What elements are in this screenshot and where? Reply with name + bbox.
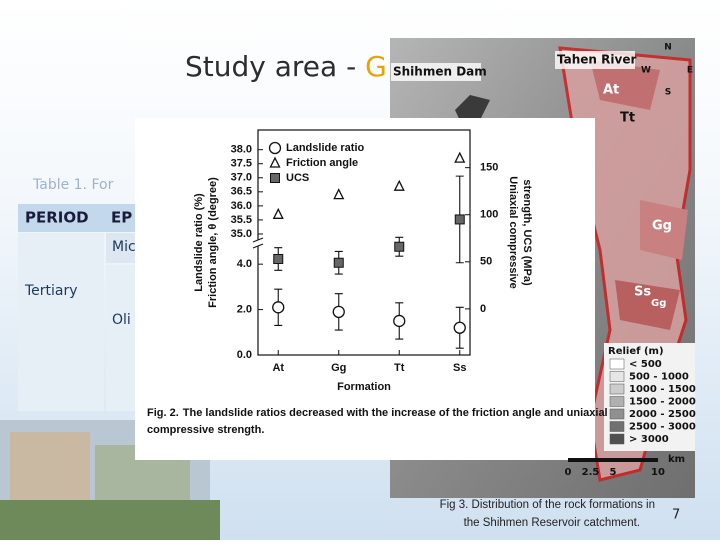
slide-title: Study area - G [185, 50, 387, 83]
data-point [333, 257, 344, 268]
compass-letter: S [665, 88, 671, 98]
figure-caption: Fig 3. Distribution of the rock formatio… [440, 499, 655, 511]
y-tick-label: 0.0 [237, 349, 252, 361]
scale-tick: 0 [565, 467, 572, 478]
data-point [333, 188, 345, 200]
y-tick-label: 38.0 [231, 144, 252, 156]
legend-marker [270, 173, 280, 183]
data-point [273, 253, 284, 264]
x-tick-label: Ss [453, 362, 466, 374]
legend-label: 1500 - 2000 [629, 397, 696, 408]
y-tick-label: 36.5 [231, 186, 252, 198]
compass-letter: E [687, 66, 693, 76]
title-highlight: G [365, 50, 387, 83]
legend-swatch [609, 371, 625, 382]
place-label: Tahen River [557, 53, 636, 67]
legend-label: > 3000 [629, 434, 669, 445]
axis-break-mark [252, 237, 264, 249]
legend-label: UCS [286, 172, 309, 184]
y2-tick-label: 100 [480, 209, 498, 221]
formation-label: Gg [652, 219, 672, 234]
legend-swatch [609, 358, 625, 370]
y2-tick-label: 150 [480, 162, 498, 174]
figure-caption: the Shihmen Reservoir catchment. [464, 517, 640, 529]
label-bg [555, 51, 635, 69]
caption-label: Fig. 2. [147, 407, 179, 419]
y-tick-label: 36.0 [231, 200, 252, 212]
x-axis-label: Formation [337, 381, 391, 393]
formation-label: At [603, 83, 619, 98]
y2-tick-label: 50 [480, 256, 492, 268]
table-header: EP [111, 209, 132, 227]
legend-marker [268, 141, 282, 155]
y2-tick-label: 0 [480, 303, 486, 315]
legend-label: 2000 - 2500 [629, 409, 696, 420]
y-tick-label: 4.0 [237, 258, 252, 270]
data-point [272, 207, 284, 219]
x-tick-label: Tt [394, 362, 405, 374]
formation-label: Ss [634, 285, 651, 300]
caption-text: The landslide ratios decreased with the … [183, 407, 608, 419]
data-point [394, 241, 405, 252]
figure-panel [135, 118, 595, 460]
scale-tick: 10 [651, 467, 665, 478]
figure: 0.0 2.0 4.0 35.0 35.5 36.0 36.5 37.0 37.5 38.0 0 50… [147, 129, 608, 436]
figure-caption: Fig. 2. The landslide ratios decreased wi… [147, 407, 608, 419]
y-tick-label: 2.0 [237, 303, 252, 315]
y-tick-label: 37.5 [231, 158, 252, 170]
legend-swatch [609, 408, 625, 420]
y-axis-label: Landslide ratio (%) [193, 193, 205, 292]
data-point [272, 301, 285, 314]
page-number: 7 [672, 508, 680, 523]
figure-caption: compressive strength. [147, 424, 264, 436]
compass-letter: N [664, 43, 672, 53]
y-tick-label: 35.5 [231, 214, 252, 226]
y2-axis-label: strength, UCS (MPa) [521, 179, 533, 286]
formation-label: Gg [651, 298, 666, 309]
legend-swatch [609, 396, 625, 407]
data-point [453, 321, 466, 334]
legend-label: Friction angle [286, 157, 358, 169]
data-point [393, 179, 405, 191]
place-label: Shihmen Dam [393, 65, 487, 79]
legend-swatch [609, 383, 625, 395]
data-point [393, 314, 406, 328]
title-text: Study area - [185, 50, 365, 83]
table-caption: Table 1. For [32, 177, 114, 193]
legend-label: 2500 - 3000 [629, 422, 696, 433]
y-tick-label: 37.0 [231, 172, 252, 184]
table-header: PERIOD [25, 209, 89, 227]
scale-unit: km [668, 454, 685, 465]
compass-letter: W [641, 66, 651, 76]
data-point [332, 305, 345, 319]
legend-label: 1000 - 1500 [629, 384, 696, 395]
legend-swatch [609, 421, 625, 432]
y-axis-label: Friction angle, θ (degree) [207, 177, 219, 308]
y-tick-label: 35.0 [231, 228, 252, 240]
x-tick-label: Gg [331, 362, 346, 374]
legend-label: < 500 [629, 359, 662, 370]
legend-title: Relief (m) [608, 346, 664, 357]
legend-marker [269, 156, 281, 168]
label-bg [391, 63, 481, 81]
y2-axis-label: Uniaxial compressive [507, 176, 519, 289]
table-cell: Oli [112, 312, 131, 328]
x-tick-label: At [272, 362, 284, 374]
legend-label: Landslide ratio [286, 142, 365, 154]
legend-swatch [609, 433, 625, 445]
table: Table 1. For PERIOD EP Mic Tertiary Oli [18, 177, 148, 411]
data-point [454, 214, 465, 225]
formation-label: Tt [620, 111, 635, 126]
scale-tick: 2.5 [582, 467, 600, 478]
scale-bar [568, 458, 658, 462]
axis-break [254, 240, 262, 246]
data-point [454, 151, 466, 163]
scale-tick: 5 [610, 467, 617, 478]
table-cell: Mic [112, 239, 136, 255]
legend-label: 500 - 1000 [629, 372, 689, 383]
table-cell: Tertiary [24, 283, 78, 299]
